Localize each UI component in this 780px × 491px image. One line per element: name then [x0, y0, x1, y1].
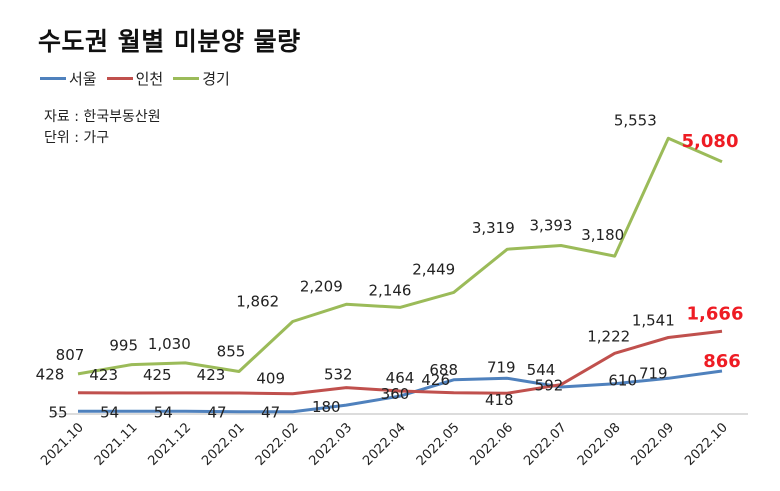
data-label-gyeonggi: 807: [56, 346, 85, 364]
source-note: 자료 : 한국부동산원: [44, 109, 161, 125]
data-label-gyeonggi: 855: [217, 343, 246, 361]
data-label-seoul: 54: [100, 403, 119, 421]
data-label-seoul: 688: [429, 361, 458, 379]
data-label-seoul: 55: [48, 403, 67, 421]
data-label-incheon: 532: [324, 366, 353, 384]
x-tick-label: 2021.11: [92, 420, 141, 469]
data-label-gyeonggi: 2,209: [300, 277, 343, 295]
legend-swatch-gyeonggi: [173, 77, 200, 80]
x-tick-label: 2022.08: [575, 420, 624, 469]
data-label-seoul: 360: [381, 385, 410, 403]
unit-note: 단위 : 가구: [44, 130, 110, 146]
data-label-incheon: 409: [256, 370, 285, 388]
x-tick-label: 2022.04: [360, 420, 409, 469]
x-tick-label: 2021.12: [146, 420, 195, 469]
data-label-gyeonggi: 5,553: [614, 111, 657, 129]
data-label-gyeonggi: 5,080: [682, 131, 739, 152]
data-label-seoul: 610: [608, 372, 637, 390]
data-label-incheon: 418: [485, 391, 514, 409]
legend-label-gyeonggi: 경기: [202, 70, 230, 88]
data-label-incheon: 1,222: [587, 327, 630, 345]
legend-item-incheon: 인천: [106, 68, 164, 89]
data-label-seoul: 54: [154, 403, 173, 421]
x-tick-label: 2022.03: [307, 420, 356, 469]
data-label-incheon: 464: [386, 369, 415, 387]
data-label-gyeonggi: 1,862: [236, 293, 279, 311]
data-label-seoul: 866: [703, 351, 741, 372]
legend-label-seoul: 서울: [69, 70, 97, 88]
legend-swatch-seoul: [40, 77, 66, 80]
x-tick-layer: 2021.10 2021.11 2021.12 2022.01 2022.02 2022.…: [38, 420, 731, 469]
legend-item-seoul: 서울: [40, 68, 97, 89]
data-label-gyeonggi: 995: [109, 337, 138, 355]
series-layer: [77, 136, 723, 414]
data-label-seoul: 47: [261, 404, 280, 422]
data-label-gyeonggi: 2,146: [369, 281, 412, 299]
data-label-seoul: 719: [487, 358, 516, 376]
x-tick-label: 2022.07: [521, 420, 570, 469]
data-label-incheon: 428: [36, 366, 65, 384]
legend: 서울 인천 경기: [40, 68, 230, 89]
data-label-gyeonggi: 3,393: [530, 217, 573, 235]
x-tick-label: 2021.10: [38, 420, 87, 469]
data-label-incheon: 426: [421, 371, 450, 389]
x-tick-label: 2022.01: [199, 420, 248, 469]
data-label-incheon: 423: [89, 366, 118, 384]
data-label-gyeonggi: 1,030: [148, 335, 191, 353]
x-tick-label: 2022.09: [629, 420, 678, 469]
legend-item-gyeonggi: 경기: [173, 68, 230, 89]
x-tick-label: 2022.02: [253, 420, 302, 469]
x-tick-label: 2022.06: [468, 420, 517, 469]
data-label-seoul: 544: [527, 361, 556, 379]
data-label-seoul: 47: [207, 404, 226, 422]
x-tick-label: 2022.10: [682, 420, 731, 469]
data-label-seoul: 719: [639, 364, 668, 382]
data-label-incheon: 1,666: [687, 303, 744, 324]
data-label-seoul: 180: [312, 398, 341, 416]
chart-title: 수도권 월별 미분양 물량: [38, 27, 301, 56]
x-tick-label: 2022.05: [414, 420, 463, 469]
data-label-incheon: 592: [535, 377, 564, 395]
data-label-incheon: 423: [197, 366, 226, 384]
legend-swatch-incheon: [106, 77, 133, 80]
data-label-incheon: 425: [143, 366, 172, 384]
data-label-gyeonggi: 3,180: [581, 226, 624, 244]
legend-label-incheon: 인천: [135, 70, 164, 88]
data-label-incheon: 1,541: [632, 312, 675, 330]
data-label-gyeonggi: 3,319: [472, 219, 515, 237]
data-label-gyeonggi: 2,449: [412, 260, 455, 278]
